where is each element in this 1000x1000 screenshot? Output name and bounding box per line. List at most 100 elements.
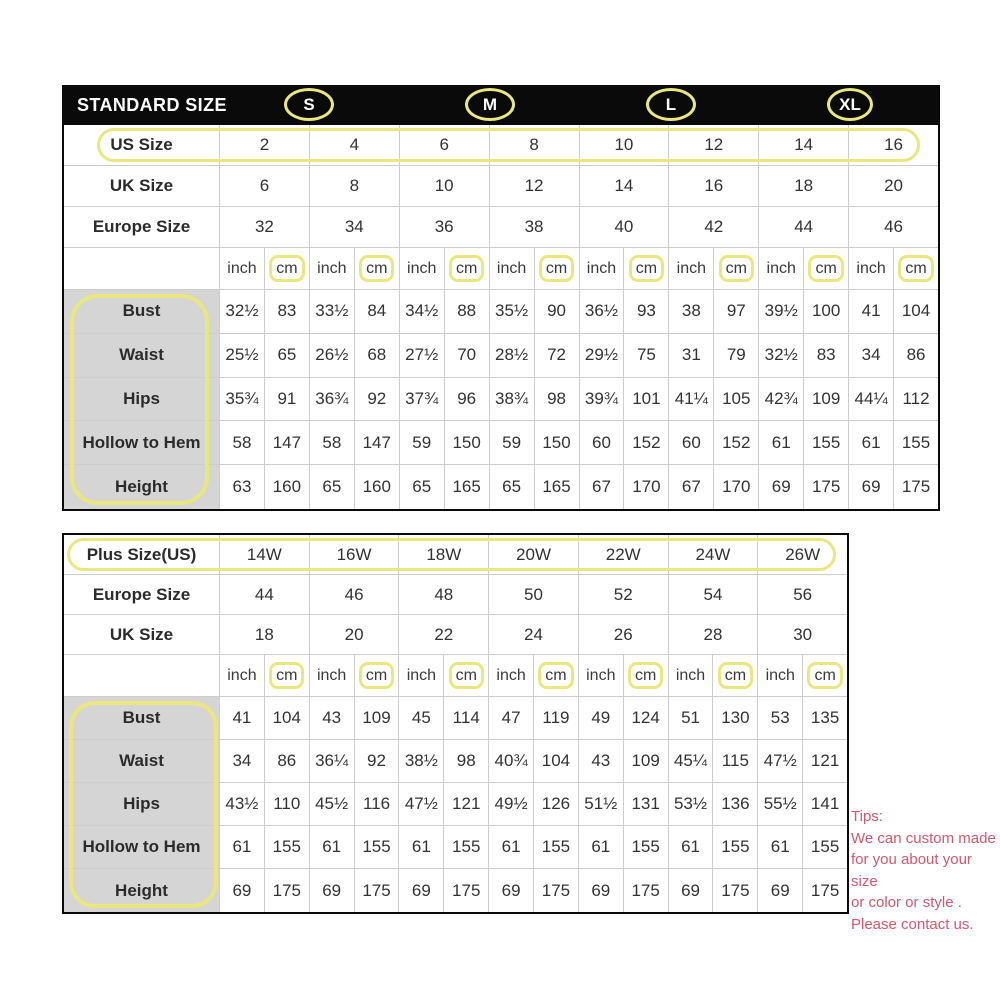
table-cell: cm [802,655,847,696]
table-cell: inch [578,248,624,289]
table-cell: inch [668,248,713,289]
table-cell: 38 [488,207,579,247]
table-cell: 59 [488,421,534,465]
table-cell: 49½ [488,783,533,825]
table-cell: 160 [263,465,309,509]
table-cell: 175 [803,465,848,509]
table-cell: 30 [757,615,847,654]
table-cell: 69 [757,869,802,912]
table-cell: 69 [577,869,623,912]
table-cell: 47 [488,697,533,739]
table-cell: inch [488,655,533,696]
table-cell: 31 [668,333,713,377]
table-cell: 70 [443,333,489,377]
table-cell: 83 [803,333,848,377]
table-cell: inch [308,248,354,289]
table-cell: 61 [757,826,802,868]
table-cell: 75 [623,333,668,377]
table-cell: 41 [848,290,893,333]
cm-highlight-chip: cm [717,661,754,690]
table-cell: 65 [308,465,354,509]
cm-highlight-chip: cm [808,254,844,283]
table-cell: 36¼ [308,740,354,782]
table-cell: 52 [577,575,668,614]
table-cell: 50 [488,575,578,614]
cm-highlight-chip: cm [538,254,575,283]
table-cell: 2 [219,125,309,165]
table-cell: 45¼ [667,740,713,782]
table-cell: 35¾ [219,377,264,421]
table-cell: inch [398,655,443,696]
unit-row: inch cm inch cm inch cm inch cm inch cm inch cm inch… [64,655,847,697]
row-label: Europe Size [92,217,191,236]
table-cell: 69 [848,465,893,509]
table-cell: 84 [353,290,399,333]
table-cell: 14 [758,125,848,165]
table-cell: 88 [443,290,489,333]
measure-row-hollow-to-hem: Hollow to Hem 58 147 58 147 59 150 59 150 60 152 60… [64,421,938,466]
table-cell: 69 [219,869,264,912]
table-cell: 43 [577,740,623,782]
unit-label: inch [586,666,616,684]
table-cell: 124 [622,697,668,739]
cm-highlight-chip: cm [448,661,484,690]
unit-label: inch [675,666,706,684]
table-cell: 114 [443,697,488,739]
cm-highlight-chip: cm [807,661,843,690]
table-cell: 58 [308,421,354,465]
table-cell: 116 [353,783,399,825]
table-cell: 155 [533,826,578,868]
table-cell: 67 [578,465,624,509]
table-cell: 39½ [758,290,803,333]
unit-label: inch [586,259,617,277]
unit-label: inch [766,259,796,277]
table-cell: 109 [353,697,399,739]
table-cell: 38¾ [488,377,534,421]
standard-size-title: STANDARD SIZE [77,94,227,115]
table-cell: inch [667,655,713,696]
table-cell: 20 [308,615,399,654]
row-label: Hollow to Hem [64,826,219,868]
table-cell: 60 [578,421,624,465]
table-cell: inch [757,655,802,696]
table-cell: 38 [668,290,713,333]
size-row-us-size: US Size 2 4 6 8 10 12 14 16 [64,125,938,166]
unit-label: inch [227,259,257,277]
standard-size-rows: US Size 2 4 6 8 10 12 14 16 UK Size 6 8 10 12 14 16 18 20… [64,125,938,509]
table-cell: 93 [623,290,668,333]
table-cell: 69 [308,869,354,912]
unit-label: inch [496,666,526,684]
tips-line: Please contact us. [851,915,974,933]
table-cell: 43½ [219,783,264,825]
cm-highlight-chip: cm [358,661,395,690]
cm-highlight-chip: cm [269,661,305,690]
table-cell: 32½ [219,290,264,333]
table-cell: inch [219,248,264,289]
table-cell: 4 [308,125,399,165]
tips-line: or color or style . [851,894,962,911]
table-cell: 69 [667,869,713,912]
cm-highlight-chip: cm [269,254,305,283]
table-cell: 32 [219,207,309,247]
table-cell: 175 [263,869,309,912]
table-cell: 16W [308,535,399,574]
table-cell: 155 [893,421,938,465]
table-cell: 121 [802,740,847,782]
table-cell: 135 [802,697,847,739]
table-cell: 22W [577,535,668,574]
table-cell: 32½ [758,333,803,377]
standard-size-header: STANDARD SIZE S M L XL [64,85,938,125]
table-cell: 119 [533,697,578,739]
tips-line: for you about your size [851,851,972,890]
table-cell: 12 [488,166,579,206]
table-cell: 130 [712,697,757,739]
table-cell: 175 [802,869,847,912]
table-cell: 155 [803,421,848,465]
cm-highlight-chip: cm [898,254,934,283]
row-label [64,655,219,696]
table-cell: 100 [803,290,848,333]
table-cell: cm [713,248,758,289]
table-cell: cm [353,248,399,289]
row-label: Hollow to Hem [64,421,219,465]
